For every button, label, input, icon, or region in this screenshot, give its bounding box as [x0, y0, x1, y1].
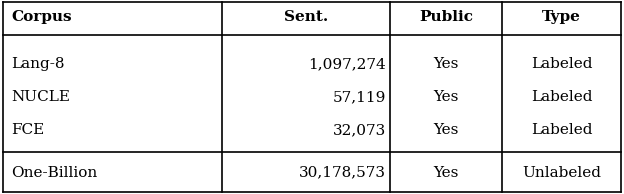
Text: Labeled: Labeled	[531, 90, 592, 104]
Text: 1,097,274: 1,097,274	[308, 57, 386, 71]
Text: 32,073: 32,073	[333, 123, 386, 137]
Text: Labeled: Labeled	[531, 57, 592, 71]
Text: Lang-8: Lang-8	[11, 57, 65, 71]
Text: One-Billion: One-Billion	[11, 166, 97, 180]
Text: Yes: Yes	[434, 166, 459, 180]
Text: Corpus: Corpus	[11, 10, 72, 24]
Text: FCE: FCE	[11, 123, 44, 137]
Text: NUCLE: NUCLE	[11, 90, 71, 104]
Text: Labeled: Labeled	[531, 123, 592, 137]
Text: Yes: Yes	[434, 90, 459, 104]
Text: Yes: Yes	[434, 123, 459, 137]
Text: Yes: Yes	[434, 57, 459, 71]
Text: Sent.: Sent.	[284, 10, 328, 24]
Text: Type: Type	[542, 10, 581, 24]
Text: 57,119: 57,119	[332, 90, 386, 104]
Text: Unlabeled: Unlabeled	[522, 166, 601, 180]
Text: 30,178,573: 30,178,573	[299, 166, 386, 180]
Text: Public: Public	[419, 10, 473, 24]
